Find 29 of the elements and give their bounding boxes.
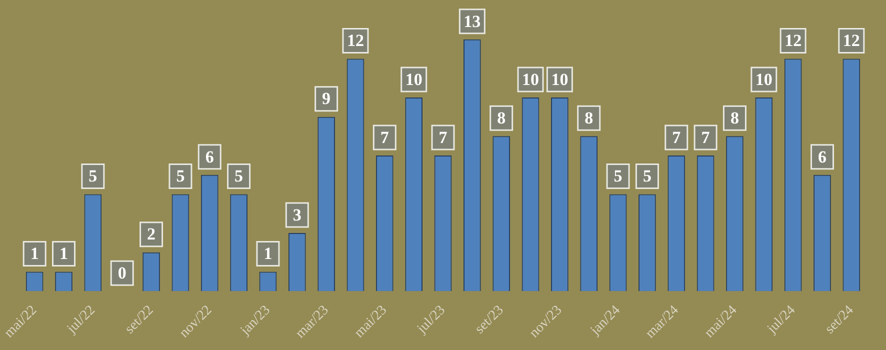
data-label: 12 [346, 31, 364, 50]
data-label: 10 [522, 70, 540, 89]
data-label: 5 [642, 166, 652, 186]
data-label: 0 [118, 263, 126, 282]
data-label: 6 [818, 147, 826, 166]
data-label: 1 [60, 244, 68, 264]
data-label: 5 [614, 166, 622, 186]
data-label: 7 [380, 128, 390, 147]
data-label: 5 [176, 166, 185, 186]
data-label: 12 [842, 31, 860, 50]
data-label: 2 [147, 224, 156, 244]
data-label: 9 [322, 89, 331, 108]
data-label: 8 [730, 108, 739, 128]
data-label: 13 [464, 12, 481, 31]
data-label: 7 [672, 128, 682, 147]
data-label: 10 [551, 70, 568, 89]
data-label: 1 [30, 244, 39, 264]
data-label: 8 [584, 108, 594, 128]
data-label: 5 [234, 166, 244, 186]
data-label: 10 [755, 70, 772, 89]
data-label: 10 [405, 70, 422, 89]
data-label: 3 [292, 205, 302, 224]
data-label: 7 [438, 128, 448, 147]
data-label: 12 [784, 31, 802, 50]
data-label: 8 [497, 108, 506, 128]
data-label: 7 [701, 128, 710, 147]
data-label: 1 [264, 244, 272, 264]
data-label: 6 [205, 147, 214, 166]
data-label: 5 [88, 166, 98, 186]
